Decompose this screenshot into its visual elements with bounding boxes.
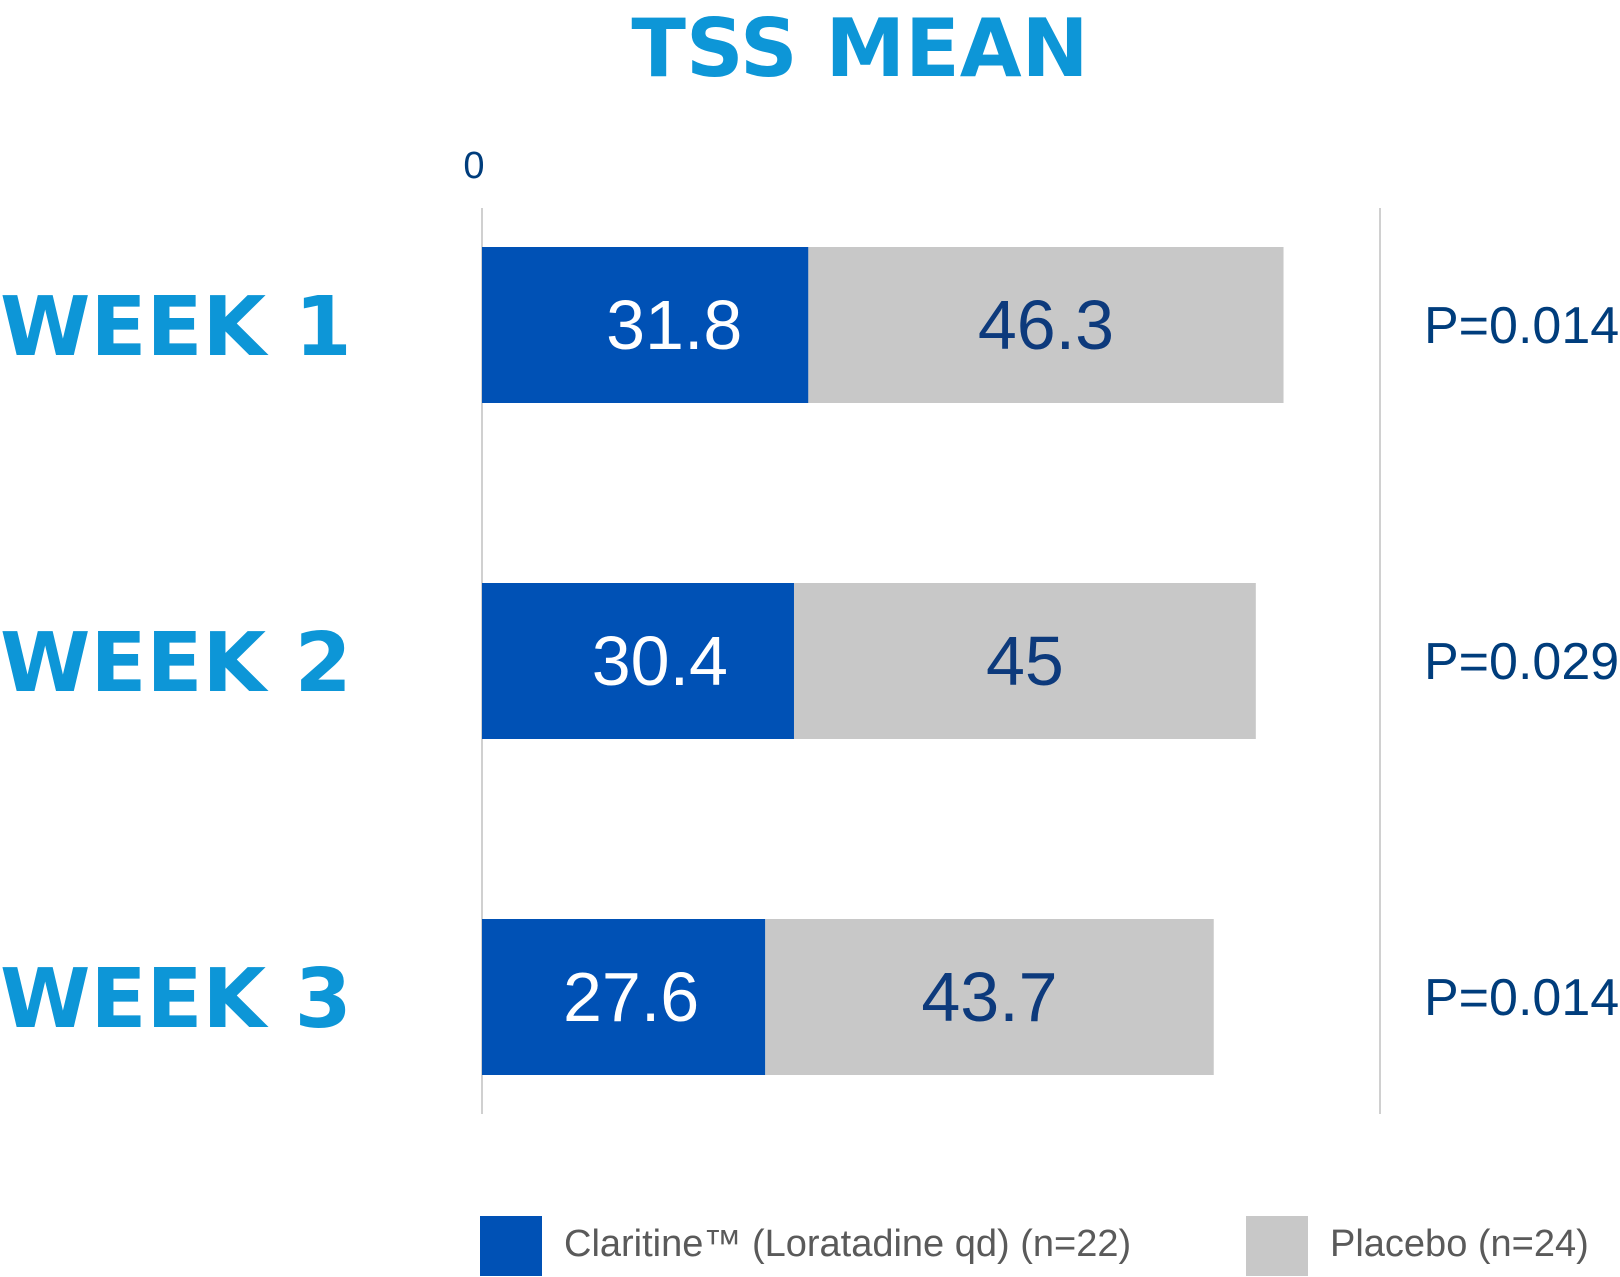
value-label-placebo-week-2: 45 [986, 622, 1064, 700]
legend-label-placebo: Placebo (n=24) [1330, 1223, 1589, 1265]
legend-swatch-claritine [480, 1216, 542, 1276]
legend: Claritine™ (Loratadine qd) (n=22) Placebo… [480, 1216, 1589, 1276]
category-label-week-3: WEEK 3 [0, 952, 352, 1047]
value-label-claritine-week-3: 27.6 [563, 958, 699, 1036]
value-label-claritine-week-2: 30.4 [592, 622, 728, 700]
value-label-placebo-week-1: 46.3 [978, 286, 1114, 364]
bar-placebo-week-3 [765, 919, 1214, 1075]
bars-group: WEEK 1 31.8 46.3 P=0.014 WEEK 2 30.4 45 P=0.029… [0, 247, 1619, 1075]
category-label-week-1: WEEK 1 [0, 280, 352, 375]
value-label-claritine-week-1: 31.8 [606, 286, 742, 364]
legend-label-claritine: Claritine™ (Loratadine qd) (n=22) [564, 1223, 1131, 1265]
bar-claritine-week-1 [482, 247, 809, 403]
p-value-week-3: P=0.014 [1424, 969, 1619, 1027]
bar-placebo-week-1 [808, 247, 1284, 403]
x-tick-label: 0 [463, 145, 484, 187]
p-value-week-2: P=0.029 [1424, 633, 1619, 691]
bar-claritine-week-2 [482, 583, 794, 739]
legend-swatch-placebo [1246, 1216, 1308, 1276]
bar-claritine-week-3 [482, 919, 766, 1075]
chart-title: TSS MEAN [631, 2, 1088, 95]
value-label-placebo-week-3: 43.7 [921, 958, 1057, 1036]
category-label-week-2: WEEK 2 [0, 616, 352, 711]
bar-placebo-week-2 [793, 583, 1256, 739]
p-value-week-1: P=0.014 [1424, 297, 1619, 355]
